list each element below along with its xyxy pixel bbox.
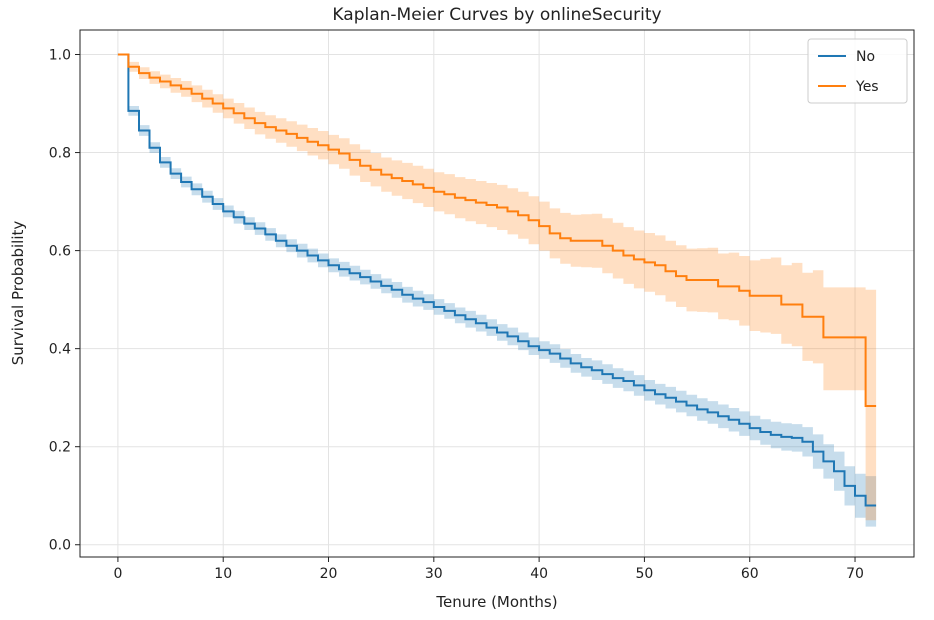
x-tick-label: 0: [113, 566, 122, 582]
y-tick-label: 0.2: [49, 440, 71, 456]
plot-frame: [79, 29, 915, 558]
x-axis: 0 10 20 30 40 50 60 70: [113, 557, 864, 582]
survival-lines: [117, 53, 877, 507]
x-tick-label: 60: [741, 566, 759, 582]
ci-band-no: [117, 54, 877, 527]
y-tick-label: 0.4: [49, 342, 71, 358]
survival-line-yes: [117, 53, 877, 407]
chart-title: Kaplan-Meier Curves by onlineSecurity: [332, 5, 661, 25]
y-tick-label: 1.0: [49, 48, 71, 64]
x-tick-label: 30: [425, 566, 443, 582]
legend-label-no: No: [856, 49, 875, 65]
legend-label-yes: Yes: [855, 79, 879, 95]
x-tick-label: 20: [320, 566, 338, 582]
y-tick-label: 0.8: [49, 146, 71, 162]
x-tick-label: 50: [636, 566, 654, 582]
survival-line-no: [117, 53, 877, 507]
y-axis-label: Survival Probability: [9, 221, 27, 366]
x-tick-label: 10: [214, 566, 232, 582]
y-tick-label: 0.0: [49, 538, 71, 554]
x-tick-label: 40: [530, 566, 548, 582]
y-axis: 0.0 0.2 0.4 0.6 0.8 1.0: [49, 48, 80, 554]
y-tick-label: 0.6: [49, 244, 71, 260]
legend: No Yes: [807, 38, 908, 104]
x-tick-label: 70: [846, 566, 864, 582]
x-axis-label: Tenure (Months): [435, 593, 557, 611]
grid: [80, 30, 914, 557]
